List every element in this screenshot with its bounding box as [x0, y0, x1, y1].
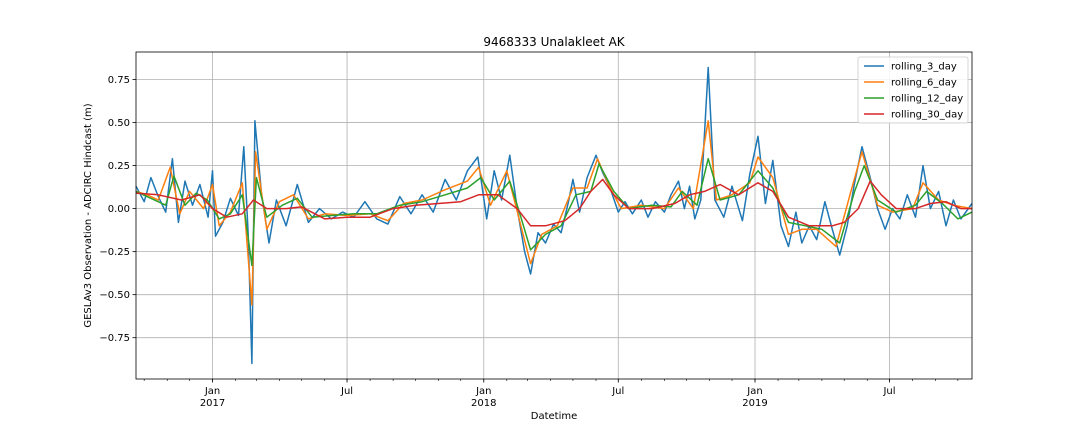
series-line-rolling_3_day [135, 66, 973, 365]
x-tick-label: Jan [204, 386, 220, 397]
chart-title: 9468333 Unalakleet AK [483, 35, 625, 49]
y-tick-label: −0.25 [99, 247, 130, 258]
legend-label: rolling_12_day [891, 94, 963, 105]
y-axis-title: GESLAv3 Observation - ADCIRC Hindcast (m… [83, 103, 94, 327]
y-tick-label: 0.00 [108, 204, 130, 215]
gridlines [136, 52, 972, 379]
legend-box [857, 56, 969, 124]
x-tick-label: Jul [882, 386, 895, 397]
legend-label: rolling_30_day [891, 110, 963, 121]
x-axis-title: Datetime [531, 411, 578, 422]
x-tick-label: Jul [611, 386, 624, 397]
series-layer [135, 66, 973, 365]
y-tick-label: −0.75 [99, 333, 130, 344]
y-tick-label: 0.75 [108, 75, 130, 86]
plot-frame [135, 51, 973, 380]
x-tick-label: Jul [340, 386, 353, 397]
y-tick-label: 0.25 [108, 161, 130, 172]
x-tick-year-label: 2018 [471, 398, 496, 409]
series-line-rolling_6_day [135, 120, 973, 306]
y-tick-label: 0.50 [108, 118, 130, 129]
legend: rolling_3_day rolling_6_day rolling_12_day… [857, 56, 969, 124]
series-line-rolling_12_day [135, 157, 973, 267]
x-tick-label: Jan [475, 386, 491, 397]
x-tick-label: Jan [746, 386, 762, 397]
legend-label: rolling_3_day [891, 62, 957, 73]
x-tick-year-label: 2019 [742, 398, 767, 409]
axes-layer: −0.75−0.50−0.250.000.250.500.75Jan2017Ju… [99, 75, 959, 409]
series-line-rolling_30_day [135, 178, 972, 227]
y-tick-label: −0.50 [99, 290, 130, 301]
x-tick-year-label: 2017 [200, 398, 225, 409]
legend-label: rolling_6_day [891, 78, 957, 89]
